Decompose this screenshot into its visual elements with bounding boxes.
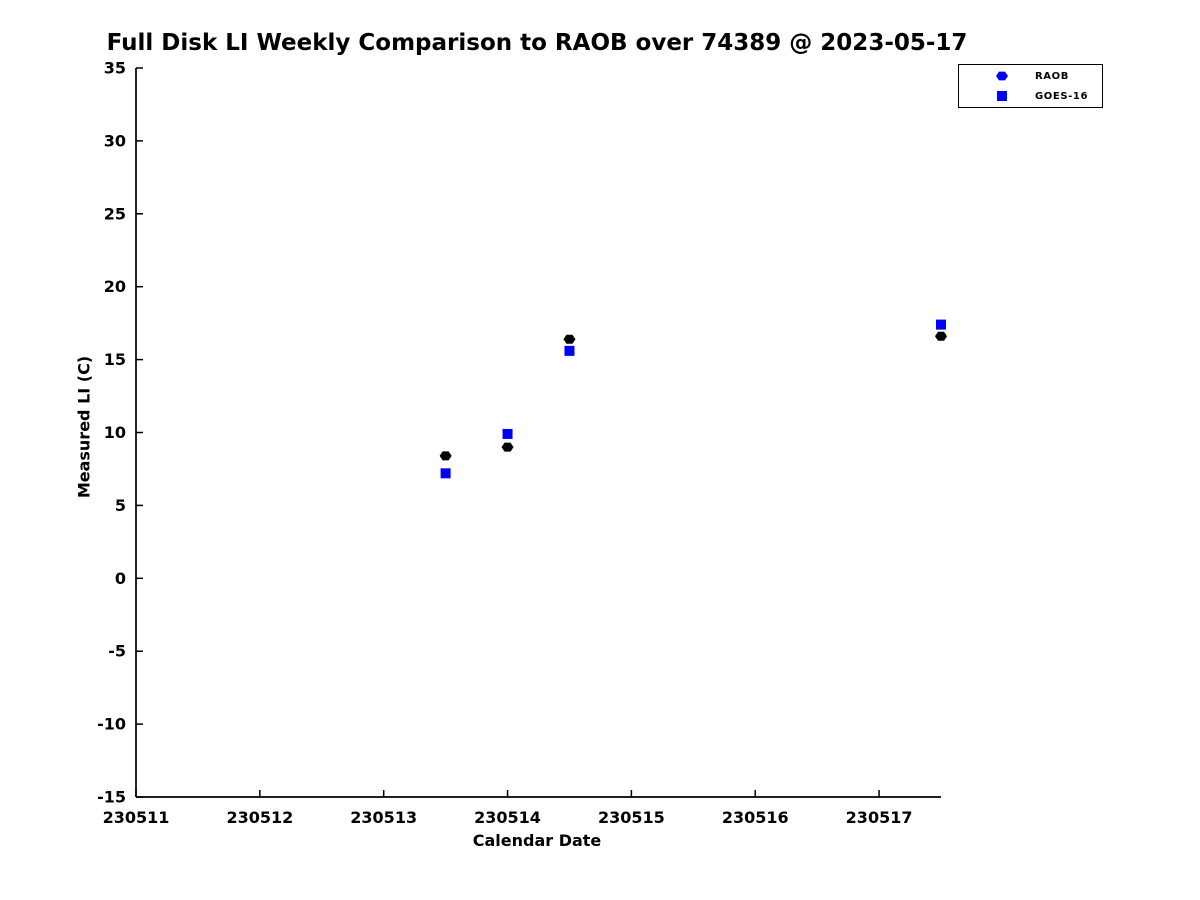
y-tick-label: 30 [104, 131, 126, 150]
raob-point [935, 331, 947, 341]
y-tick-label: -5 [108, 642, 126, 661]
legend-label-raob: RAOB [1035, 70, 1069, 82]
y-tick-label: 35 [104, 59, 126, 78]
raob-point [501, 442, 514, 452]
chart-title: Full Disk LI Weekly Comparison to RAOB o… [106, 30, 968, 56]
x-axis-label: Calendar Date [472, 831, 602, 850]
legend-item-goes-16: GOES-16 [959, 86, 1102, 106]
goes-16-point [564, 345, 575, 356]
x-tick-label: 230514 [474, 808, 541, 827]
x-tick-label: 230516 [722, 808, 789, 827]
y-tick-label: 5 [115, 496, 126, 515]
x-tick-label: 230511 [103, 808, 170, 827]
y-tick-label: -10 [97, 715, 126, 734]
x-tick-label: 230515 [598, 808, 665, 827]
raob-legend-hexagon-icon [996, 71, 1008, 81]
goes-16-point [502, 428, 513, 439]
goes-16-point [440, 468, 451, 479]
y-tick-label: 10 [104, 423, 126, 442]
y-tick-label: -15 [97, 788, 126, 807]
y-tick-label: 20 [104, 277, 126, 296]
legend: RAOB GOES-16 [958, 64, 1103, 108]
legend-item-raob: RAOB [959, 66, 1102, 86]
y-tick-label: 25 [104, 204, 126, 223]
x-tick-label: 230513 [350, 808, 417, 827]
x-tick-label: 230517 [846, 808, 913, 827]
y-tick-label: 0 [115, 569, 126, 588]
goes-16-legend-square-icon [997, 91, 1007, 101]
goes-16-point [936, 319, 946, 330]
raob-point [563, 334, 576, 344]
legend-label-goes-16: GOES-16 [1035, 90, 1089, 102]
y-tick-label: 15 [104, 350, 126, 369]
raob-point [439, 451, 452, 461]
x-tick-label: 230512 [226, 808, 293, 827]
y-axis-label: Measured LI (C) [74, 355, 94, 499]
